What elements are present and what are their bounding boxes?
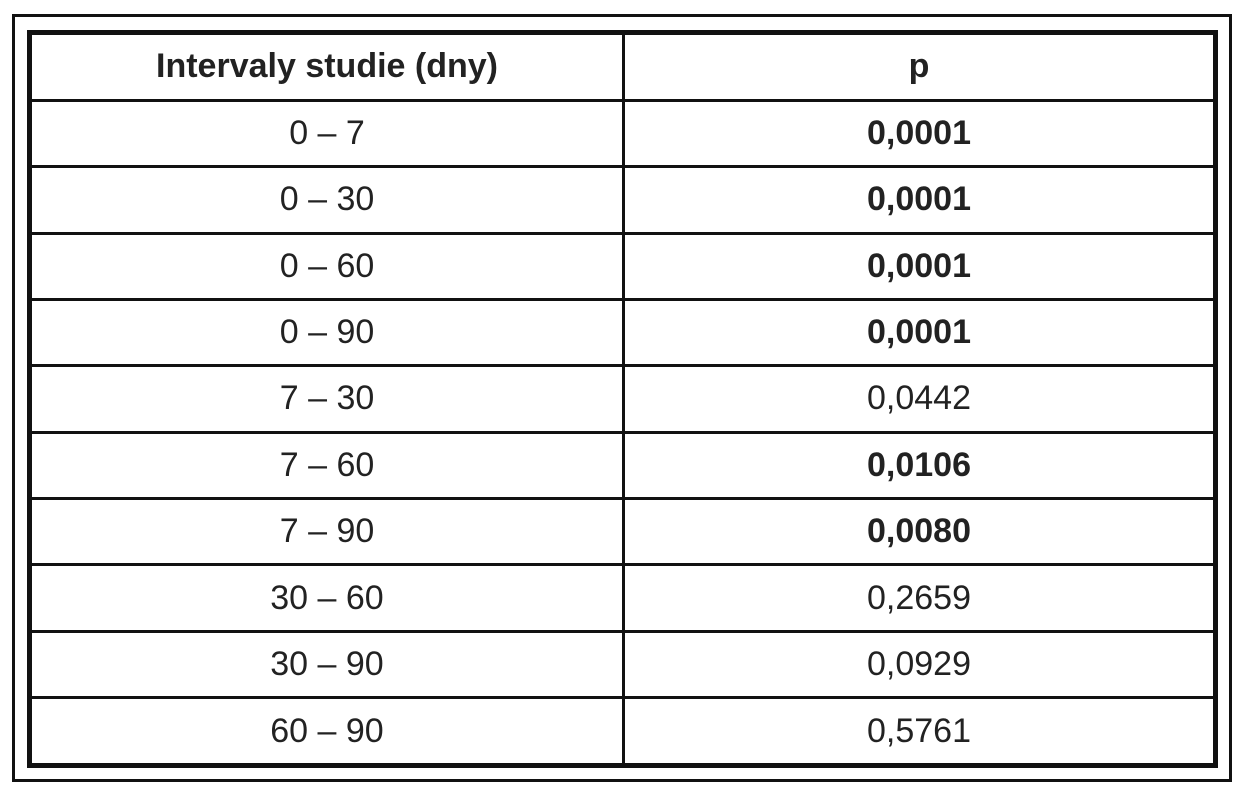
cell: 0,0929: [622, 629, 1217, 700]
row: 7 – 60 0,0106: [28, 430, 1217, 500]
cell: 0 – 7: [28, 98, 625, 169]
row: 0 – 30 0,0001: [28, 165, 1217, 235]
cell: 0,0001: [622, 297, 1217, 368]
cell: 0 – 30: [28, 165, 625, 235]
cell: 60 – 90: [28, 696, 625, 767]
cell: 30 – 60: [28, 563, 625, 633]
header-cell: Intervaly studie (dny): [28, 31, 625, 102]
cell: 0,0106: [622, 430, 1217, 500]
row: 0 – 60 0,0001: [28, 231, 1217, 301]
cell: 0 – 90: [28, 297, 625, 368]
row: 0 – 7 0,0001: [28, 98, 1217, 169]
outer-frame: [12, 14, 1232, 782]
cell: 0,0080: [622, 496, 1217, 567]
table: Intervaly studie (dny) p 0 – 7 0,0001 0 –…: [27, 30, 1218, 768]
header-row: Intervaly studie (dny) p: [28, 31, 1217, 102]
row: 7 – 90 0,0080: [28, 496, 1217, 567]
row: 30 – 90 0,0929: [28, 629, 1217, 700]
cell: 0,2659: [622, 563, 1217, 633]
header-cell: p: [622, 31, 1217, 102]
cell: 0,5761: [622, 696, 1217, 767]
row: 60 – 90 0,5761: [28, 696, 1217, 767]
cell: 7 – 30: [28, 364, 625, 434]
cell: 0,0001: [622, 98, 1217, 169]
row: 7 – 30 0,0442: [28, 364, 1217, 434]
cell: 0,0001: [622, 231, 1217, 301]
cell: 0,0442: [622, 364, 1217, 434]
row: 0 – 90 0,0001: [28, 297, 1217, 368]
cell: 30 – 90: [28, 629, 625, 700]
row: 30 – 60 0,2659: [28, 563, 1217, 633]
cell: 0,0001: [622, 165, 1217, 235]
cell: 0 – 60: [28, 231, 625, 301]
cell: 7 – 90: [28, 496, 625, 567]
cell: 7 – 60: [28, 430, 625, 500]
